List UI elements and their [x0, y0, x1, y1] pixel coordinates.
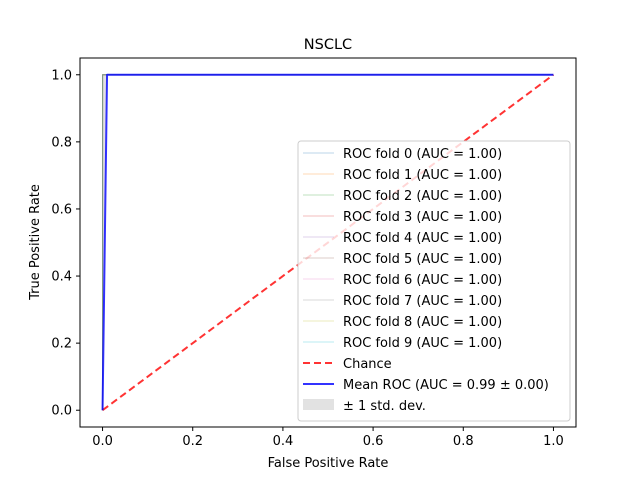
legend-label: ROC fold 7 (AUC = 1.00) [343, 294, 502, 309]
legend-label: Mean ROC (AUC = 0.99 ± 0.00) [343, 378, 549, 393]
legend-label: ROC fold 9 (AUC = 1.00) [343, 336, 502, 351]
legend-label: ROC fold 2 (AUC = 1.00) [343, 189, 502, 204]
legend-label: ROC fold 8 (AUC = 1.00) [343, 315, 502, 330]
x-tick-label: 1.0 [543, 434, 564, 449]
x-tick-label: 0.6 [363, 434, 384, 449]
legend-label: ROC fold 3 (AUC = 1.00) [343, 210, 502, 225]
mean-roc-line [101, 73, 554, 411]
legend-label: ROC fold 4 (AUC = 1.00) [343, 231, 502, 246]
y-tick-label: 0.4 [51, 270, 72, 285]
x-axis-label: False Positive Rate [268, 456, 389, 471]
axes-frame [79, 57, 577, 428]
legend-label: ± 1 std. dev. [343, 399, 426, 414]
y-tick-label: 0.8 [51, 135, 72, 150]
legend-label: ROC fold 6 (AUC = 1.00) [343, 273, 502, 288]
axis-ticks: 0.0 0.2 0.4 0.6 0.8 1.0 0.0 0.2 0.4 0.6 0.8 1.0 [51, 68, 563, 449]
legend-box [297, 140, 571, 422]
legend-label: ROC fold 0 (AUC = 1.00) [343, 147, 502, 162]
x-tick-label: 0.4 [273, 434, 294, 449]
y-tick-label: 0.2 [51, 337, 72, 352]
legend-label: ROC fold 1 (AUC = 1.00) [343, 168, 502, 183]
x-tick-label: 0.2 [182, 434, 203, 449]
y-axis-label: True Positive Rate [28, 184, 43, 301]
y-tick-label: 0.0 [51, 404, 72, 419]
chart-title: NSCLC [304, 37, 352, 53]
y-tick-label: 0.6 [51, 202, 72, 217]
y-tick-label: 1.0 [51, 68, 72, 83]
x-tick-label: 0.8 [453, 434, 474, 449]
x-tick-label: 0.0 [92, 434, 113, 449]
legend: ROC fold 0 (AUC = 1.00) ROC fold 1 (AUC =… [297, 140, 571, 422]
legend-swatch-std-band [303, 399, 334, 410]
legend-label: ROC fold 5 (AUC = 1.00) [343, 252, 502, 267]
legend-label: Chance [343, 357, 392, 372]
